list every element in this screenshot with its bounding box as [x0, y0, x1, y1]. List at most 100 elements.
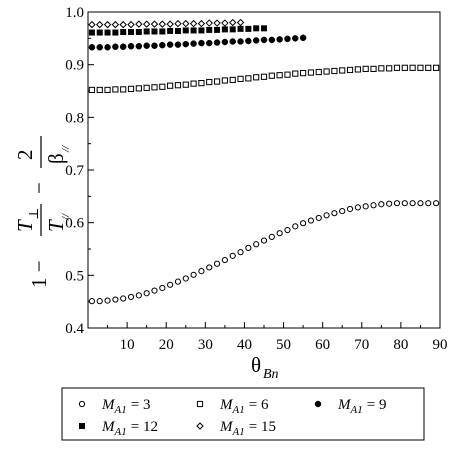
y-tick-label: 0.9 — [65, 58, 84, 74]
data-point — [190, 271, 197, 278]
data-point — [425, 64, 432, 71]
data-point — [198, 27, 205, 34]
x-tick-label: 60 — [315, 337, 330, 353]
data-point — [307, 69, 315, 76]
data-point — [339, 207, 346, 215]
data-point — [245, 37, 252, 45]
data-point — [432, 64, 440, 71]
data-point — [331, 67, 338, 75]
x-label-theta: θ — [251, 353, 261, 377]
data-point — [276, 230, 283, 237]
legend-marker — [314, 400, 322, 408]
data-point — [88, 44, 96, 51]
data-point — [323, 68, 330, 75]
data-point — [237, 38, 244, 45]
data-point — [237, 25, 244, 32]
data-point — [174, 19, 182, 28]
data-point — [354, 204, 361, 211]
data-point — [245, 75, 252, 82]
x-tick-label: 40 — [237, 337, 252, 353]
legend-label: MA1 = 9 — [337, 397, 386, 416]
legend-label: MA1 = 15 — [219, 419, 276, 438]
data-point — [417, 64, 424, 71]
plot-frame — [87, 11, 441, 329]
data-point — [167, 281, 174, 288]
data-point — [261, 25, 267, 32]
data-point — [96, 20, 104, 29]
data-point — [205, 19, 213, 27]
data-point — [135, 42, 143, 50]
legend-item: MA1 = 15 — [196, 419, 276, 438]
data-point — [190, 27, 197, 34]
data-point — [386, 65, 393, 72]
y-tick-label: 0.5 — [65, 268, 84, 284]
data-point — [206, 26, 213, 33]
data-point — [167, 27, 174, 34]
legend: MA1 = 3 MA1 = 6 MA1 = 9 MA1 = 12 MA1 = 15 — [61, 387, 425, 441]
data-point — [104, 29, 111, 36]
data-point — [135, 20, 143, 28]
data-point — [409, 200, 416, 207]
data-point — [190, 80, 197, 87]
series-4 — [88, 25, 267, 36]
data-point — [268, 36, 276, 44]
data-point — [370, 65, 377, 72]
data-point — [104, 86, 111, 94]
data-point — [245, 244, 252, 252]
data-point — [142, 20, 151, 28]
x-tick-label: 20 — [159, 337, 174, 353]
data-point — [307, 217, 315, 224]
legend-marker — [79, 423, 85, 429]
data-point — [135, 29, 142, 36]
data-point — [151, 84, 158, 91]
data-point — [236, 18, 245, 27]
data-point — [182, 19, 190, 28]
data-point — [276, 36, 283, 43]
data-point — [104, 44, 111, 51]
data-point — [198, 80, 205, 87]
data-point — [159, 83, 166, 90]
data-point — [284, 35, 291, 43]
y-label-beta: β — [44, 153, 68, 164]
data-point — [206, 264, 213, 271]
x-tick-label: 70 — [354, 337, 369, 353]
data-point — [174, 82, 182, 89]
data-point — [119, 20, 127, 29]
data-point — [213, 78, 221, 85]
data-point — [393, 200, 401, 207]
data-point — [339, 67, 346, 74]
legend-label: MA1 = 12 — [101, 419, 158, 438]
data-point — [112, 86, 119, 93]
legend-marker — [196, 422, 204, 430]
data-point — [229, 252, 236, 259]
y-axis-label: 1 − T ⊥ T // − 2 β // — [13, 136, 72, 288]
x-tick-label: 10 — [120, 337, 135, 353]
data-point — [167, 82, 174, 89]
data-point — [143, 84, 150, 91]
data-point — [229, 26, 236, 33]
data-point — [260, 36, 268, 44]
data-point — [174, 41, 182, 48]
data-point — [237, 249, 244, 256]
data-point — [213, 39, 221, 46]
data-point — [205, 39, 213, 47]
data-point — [229, 76, 236, 84]
data-point — [190, 40, 197, 47]
data-point — [323, 212, 330, 219]
data-point — [221, 19, 229, 27]
y-label-perp-sub: ⊥ — [26, 208, 41, 220]
data-point — [268, 233, 275, 240]
data-point — [182, 81, 189, 88]
data-point — [96, 29, 103, 36]
x-axis-label: θ Bn — [251, 353, 279, 382]
data-point — [143, 42, 150, 49]
data-point — [96, 298, 103, 305]
data-point — [378, 201, 385, 208]
data-point — [292, 35, 299, 42]
data-point — [292, 70, 299, 77]
data-point — [151, 287, 158, 294]
y-label-par-sub: // — [60, 213, 72, 221]
data-point — [120, 86, 127, 93]
